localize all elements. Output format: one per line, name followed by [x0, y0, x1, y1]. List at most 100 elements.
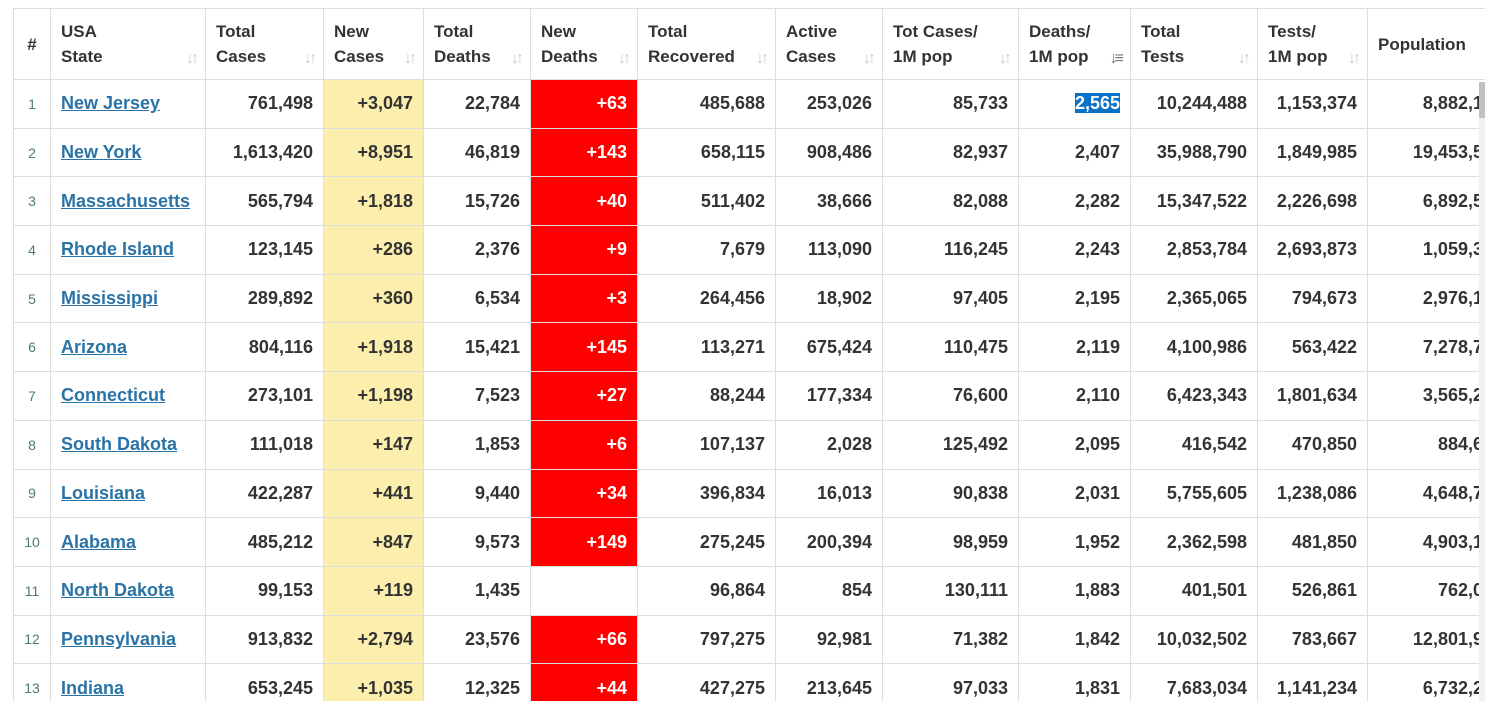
- cell-active-cases: 18,902: [775, 273, 883, 324]
- state-link[interactable]: New York: [61, 142, 142, 163]
- cell-new-cases: +847: [323, 517, 424, 567]
- column-header-tests-per-million[interactable]: Tests/1M pop ↓↑: [1257, 8, 1368, 80]
- column-header-deaths-per-million[interactable]: Deaths/1M pop ↓≡: [1018, 8, 1131, 80]
- state-link[interactable]: Pennsylvania: [61, 628, 177, 649]
- total-recovered-value: 113,271: [700, 336, 765, 357]
- cell-tests-per-million: 481,850: [1257, 517, 1368, 567]
- sort-both-icon[interactable]: ↓↑: [1238, 50, 1251, 67]
- sort-both-icon[interactable]: ↓↑: [511, 50, 524, 67]
- state-link[interactable]: Indiana: [61, 677, 125, 698]
- column-header-line2: Tests: [1141, 47, 1185, 66]
- total-recovered-value: 427,275: [699, 677, 765, 698]
- state-link[interactable]: Massachusetts: [61, 190, 191, 211]
- state-link[interactable]: Mississippi: [61, 288, 159, 309]
- total-deaths-value: 22,784: [464, 93, 520, 114]
- cell-tests-per-million: 2,226,698: [1257, 176, 1368, 227]
- cell-cases-per-million: 130,111: [882, 565, 1019, 616]
- cell-total-recovered: 427,275: [637, 663, 776, 701]
- cases-per-million-value: 82,088: [952, 190, 1008, 211]
- cell-total-cases: 289,892: [205, 273, 324, 324]
- state-link[interactable]: South Dakota: [61, 434, 178, 455]
- column-header-new-cases[interactable]: New Cases ↓↑: [323, 8, 424, 80]
- vertical-scrollbar[interactable]: [1479, 82, 1485, 701]
- cases-per-million-value: 130,111: [944, 580, 1008, 601]
- sort-both-icon[interactable]: ↓↑: [404, 50, 417, 67]
- column-header-total-cases[interactable]: Total Cases ↓↑: [205, 8, 324, 80]
- sort-both-icon[interactable]: ↓↑: [186, 50, 199, 67]
- cell-rank: 12: [13, 614, 51, 665]
- cell-new-cases: +147: [323, 419, 424, 470]
- active-cases-value: 92,981: [816, 628, 872, 649]
- deaths-per-million-value: 2,195: [1074, 288, 1120, 309]
- state-link[interactable]: North Dakota: [61, 580, 175, 601]
- cell-population: 3,565,28: [1367, 371, 1485, 421]
- cell-new-cases: +286: [323, 225, 424, 275]
- total-cases-value: 804,116: [248, 336, 313, 357]
- scrollbar-thumb[interactable]: [1479, 82, 1485, 118]
- total-tests-value: 10,244,488: [1156, 93, 1247, 114]
- cell-total-cases: 761,498: [205, 79, 324, 129]
- cell-tests-per-million: 1,801,634: [1257, 371, 1368, 421]
- sort-descending-icon[interactable]: ↓≡: [1109, 50, 1124, 67]
- sort-both-icon[interactable]: ↓↑: [756, 50, 769, 67]
- column-header-total-tests[interactable]: Total Tests ↓↑: [1130, 8, 1258, 80]
- sort-both-icon[interactable]: ↓↑: [304, 50, 317, 67]
- population-value: 7,278,71: [1422, 336, 1485, 357]
- cell-new-deaths: +9: [530, 225, 638, 275]
- sort-both-icon[interactable]: ↓↑: [1348, 50, 1361, 67]
- state-link[interactable]: New Jersey: [61, 93, 161, 114]
- column-header-total-recovered[interactable]: Total Recovered ↓↑: [637, 8, 776, 80]
- tests-per-million-value: 2,693,873: [1276, 239, 1357, 260]
- total-cases-value: 485,212: [247, 531, 313, 552]
- population-value: 19,453,56: [1412, 142, 1485, 163]
- column-header-line1: Tests/: [1268, 22, 1316, 41]
- sort-both-icon[interactable]: ↓↑: [618, 50, 631, 67]
- total-tests-value: 401,501: [1181, 580, 1247, 601]
- state-link[interactable]: Arizona: [61, 336, 128, 357]
- cell-deaths-per-million: 1,952: [1018, 517, 1131, 567]
- state-link[interactable]: Louisiana: [61, 482, 146, 503]
- cell-active-cases: 908,486: [775, 127, 883, 178]
- rank-value: 1: [28, 95, 36, 112]
- cell-total-deaths: 9,573: [423, 517, 531, 567]
- cell-cases-per-million: 97,405: [882, 273, 1019, 324]
- state-link[interactable]: Connecticut: [61, 385, 166, 406]
- column-header-line1: USA: [61, 22, 97, 41]
- cell-tests-per-million: 1,153,374: [1257, 79, 1368, 129]
- tests-per-million-value: 794,673: [1291, 288, 1357, 309]
- total-cases-value: 761,498: [247, 93, 313, 114]
- total-cases-value: 111,018: [249, 434, 313, 455]
- state-link[interactable]: Rhode Island: [61, 239, 175, 260]
- state-link[interactable]: Alabama: [61, 531, 137, 552]
- selected-text: 2,565: [1074, 93, 1120, 114]
- cell-state: Alabama: [50, 517, 206, 567]
- tests-per-million-value: 1,801,634: [1276, 385, 1357, 406]
- sort-both-icon[interactable]: ↓↑: [863, 50, 876, 67]
- active-cases-value: 38,666: [816, 190, 872, 211]
- new-deaths-value: +149: [586, 531, 627, 552]
- column-header-line1: New: [334, 22, 369, 41]
- column-header-cases-per-million[interactable]: Tot Cases/1M pop ↓↑: [882, 8, 1019, 80]
- total-tests-value: 7,683,034: [1166, 677, 1247, 698]
- active-cases-value: 213,645: [806, 677, 872, 698]
- total-recovered-value: 275,245: [699, 531, 765, 552]
- cell-rank: 6: [13, 322, 51, 373]
- cell-deaths-per-million: 2,565: [1018, 79, 1131, 129]
- cell-total-deaths: 1,435: [423, 565, 531, 616]
- column-header-state[interactable]: USA State ↓↑: [50, 8, 206, 80]
- cell-total-deaths: 23,576: [423, 614, 531, 665]
- column-header-active-cases[interactable]: Active Cases ↓↑: [775, 8, 883, 80]
- cell-tests-per-million: 783,667: [1257, 614, 1368, 665]
- cell-state: New York: [50, 127, 206, 178]
- table-row: 6 Arizona 804,116 +1,918 15,421 +145 113,271 67…: [13, 322, 1485, 373]
- column-header-total-deaths[interactable]: Total Deaths ↓↑: [423, 8, 531, 80]
- cell-total-deaths: 6,534: [423, 273, 531, 324]
- total-deaths-value: 46,819: [464, 142, 520, 163]
- total-cases-value: 123,145: [247, 239, 313, 260]
- column-header-new-deaths[interactable]: New Deaths ↓↑: [530, 8, 638, 80]
- total-tests-value: 6,423,343: [1166, 385, 1247, 406]
- cell-total-tests: 4,100,986: [1130, 322, 1258, 373]
- sort-both-icon[interactable]: ↓↑: [999, 50, 1012, 67]
- tests-per-million-value: 2,226,698: [1276, 190, 1357, 211]
